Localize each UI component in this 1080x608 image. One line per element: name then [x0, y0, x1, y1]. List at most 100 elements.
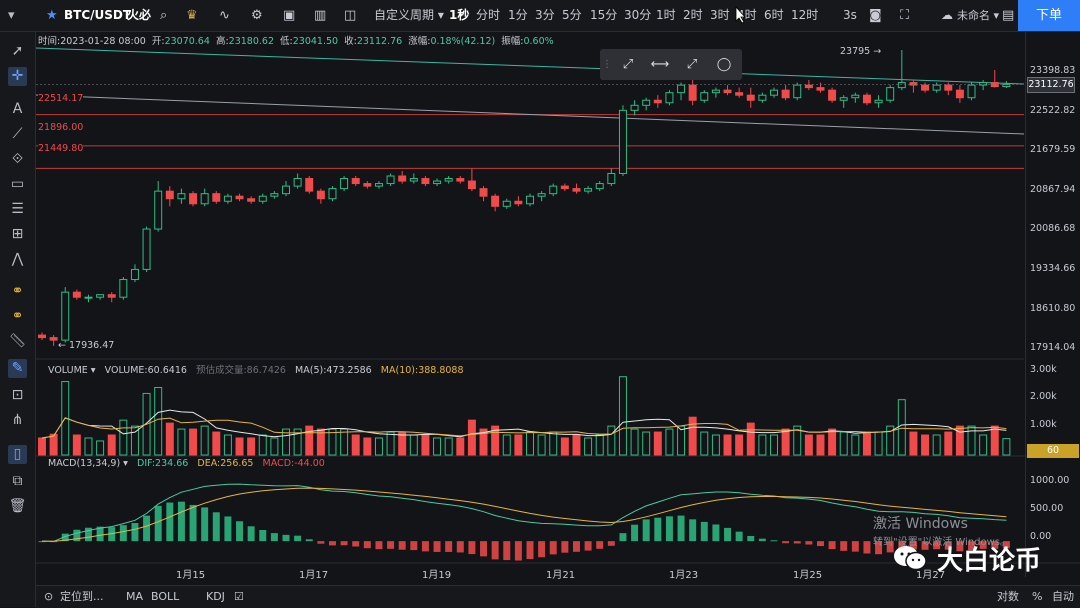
- volume-bar: [200, 425, 209, 456]
- grid-tool-icon[interactable]: ⊞: [11, 226, 24, 242]
- edit-indicators-icon[interactable]: ☑: [234, 590, 244, 603]
- candle-body: [282, 185, 290, 195]
- search-icon[interactable]: ⌕: [160, 8, 168, 23]
- cloud-icon[interactable]: ☁: [941, 8, 953, 22]
- object-tree-icon[interactable]: ⧉: [12, 473, 23, 489]
- interval-1s[interactable]: 1秒: [449, 8, 470, 22]
- candle-body: [351, 178, 360, 185]
- candle-body: [258, 195, 267, 202]
- visibility-icon[interactable]: ▯: [8, 445, 27, 464]
- volume-bar: [189, 428, 198, 456]
- symbol-name[interactable]: BTC/USDT: [64, 8, 132, 22]
- drag-handle-icon[interactable]: ⋮: [602, 59, 612, 70]
- interval-1h[interactable]: 1时: [656, 8, 676, 22]
- interval-3m[interactable]: 3分: [535, 8, 555, 22]
- trend-line-icon[interactable]: ⟋: [12, 126, 23, 142]
- candle-body: [677, 84, 686, 94]
- layout-icon[interactable]: ◫: [344, 8, 357, 23]
- interval-1m[interactable]: 1分: [508, 8, 528, 22]
- horizontal-line-icon[interactable]: ⟷: [650, 57, 670, 72]
- favorite-star-icon[interactable]: ★: [46, 8, 58, 23]
- macd-indicator-name[interactable]: MACD(13,34,9): [48, 458, 121, 469]
- indicator-ma[interactable]: MA: [126, 590, 144, 603]
- indicator-kdj[interactable]: KDJ: [206, 590, 225, 603]
- menu-icon[interactable]: ▾: [8, 8, 15, 23]
- macd-histogram-bar: [328, 541, 336, 546]
- crown-icon[interactable]: ♛: [186, 8, 198, 23]
- interval-3h[interactable]: 3时: [710, 8, 730, 22]
- trend-line-lower: [35, 94, 1025, 135]
- segment-line-icon[interactable]: ⤢: [686, 57, 698, 72]
- account-dropdown[interactable]: 未命名 ▾: [957, 9, 1000, 22]
- candle-body: [49, 337, 58, 341]
- trash-icon[interactable]: 🗑︎: [8, 498, 27, 514]
- pattern-tool-2-icon[interactable]: ⚭: [11, 308, 24, 324]
- price-label: 21679.59: [1030, 144, 1076, 155]
- custom-period-dropdown[interactable]: 自定义周期 ▾: [374, 8, 444, 22]
- candle-body: [61, 291, 70, 341]
- macd-histogram-bar: [840, 541, 848, 551]
- macd-histogram-bar: [526, 541, 534, 560]
- locate-button[interactable]: 定位到...: [60, 590, 104, 603]
- camera-icon[interactable]: ◙: [869, 8, 882, 23]
- magnet-icon[interactable]: ⋔: [11, 412, 24, 428]
- macd-histogram-bar: [700, 521, 708, 542]
- pattern-tool-icon[interactable]: ⚭: [11, 283, 24, 299]
- volume-bar: [735, 434, 744, 456]
- interval-2h[interactable]: 2时: [683, 8, 703, 22]
- volume-bar: [851, 434, 860, 456]
- cursor-arrow-icon[interactable]: ➚: [11, 43, 24, 59]
- text-tool-icon[interactable]: A: [12, 101, 23, 117]
- brush-icon[interactable]: ✎: [8, 359, 27, 378]
- delete-icon[interactable]: ▥: [314, 8, 327, 23]
- interval-12h[interactable]: 12时: [791, 8, 819, 22]
- parallel-lines-icon[interactable]: ☰: [11, 201, 24, 217]
- settings-gear-icon[interactable]: ⚙: [251, 8, 263, 23]
- macd-histogram-bar: [921, 541, 929, 550]
- sidebar-toggle-icon[interactable]: ▤: [1002, 8, 1015, 23]
- volume-bar: [177, 428, 186, 456]
- macd-histogram-bar: [654, 517, 662, 542]
- fib-tool-icon[interactable]: ⟐: [11, 151, 24, 167]
- macd-histogram-bar: [38, 541, 46, 543]
- lock-icon[interactable]: ⊡: [11, 387, 24, 403]
- candle-body: [758, 94, 767, 101]
- macd-axis-label: 1000.00: [1030, 475, 1070, 486]
- rectangle-tool-icon[interactable]: ▭: [10, 176, 25, 192]
- candle-body: [653, 99, 662, 104]
- circle-tool-icon[interactable]: ◯: [716, 57, 732, 72]
- macd-histogram-bar: [851, 541, 859, 552]
- interval-15m[interactable]: 15分: [590, 8, 618, 22]
- candle-body: [723, 89, 732, 94]
- auto-scale-toggle[interactable]: 自动: [1052, 590, 1074, 603]
- exchange-name[interactable]: 火必: [127, 8, 152, 22]
- volume-bar: [886, 425, 895, 456]
- volume-bar: [839, 431, 848, 456]
- macd-histogram-bar: [282, 534, 290, 542]
- candle-body: [711, 89, 720, 94]
- interval-30m[interactable]: 30分: [624, 8, 652, 22]
- percent-scale-toggle[interactable]: %: [1032, 590, 1043, 603]
- fullscreen-icon[interactable]: ⛶: [900, 8, 910, 23]
- place-order-button[interactable]: 下单: [1018, 0, 1080, 31]
- candle-body: [967, 84, 976, 99]
- crosshair-icon[interactable]: ✛: [8, 67, 27, 86]
- macd-histogram-bar: [735, 531, 743, 542]
- interval-timeshare[interactable]: 分时: [476, 8, 501, 22]
- ruler-icon[interactable]: 📏︎: [8, 333, 27, 349]
- chart-template-icon[interactable]: ▣: [283, 8, 296, 23]
- replay-speed[interactable]: 3s: [843, 8, 857, 22]
- indicator-boll[interactable]: BOLL: [151, 590, 180, 603]
- interval-6h[interactable]: 6时: [764, 8, 784, 22]
- ray-line-icon[interactable]: ⤢: [622, 57, 634, 72]
- volume-indicator-name[interactable]: VOLUME: [48, 365, 88, 376]
- indicator-icon[interactable]: ∿: [219, 8, 230, 23]
- log-scale-toggle[interactable]: 对数: [997, 590, 1019, 603]
- volume-bar: [897, 399, 906, 456]
- interval-5m[interactable]: 5分: [562, 8, 582, 22]
- macd-histogram-bar: [84, 527, 92, 542]
- wave-tool-icon[interactable]: ⋀: [11, 251, 24, 267]
- locate-icon[interactable]: ⊙: [44, 590, 54, 603]
- candle-body: [456, 178, 465, 182]
